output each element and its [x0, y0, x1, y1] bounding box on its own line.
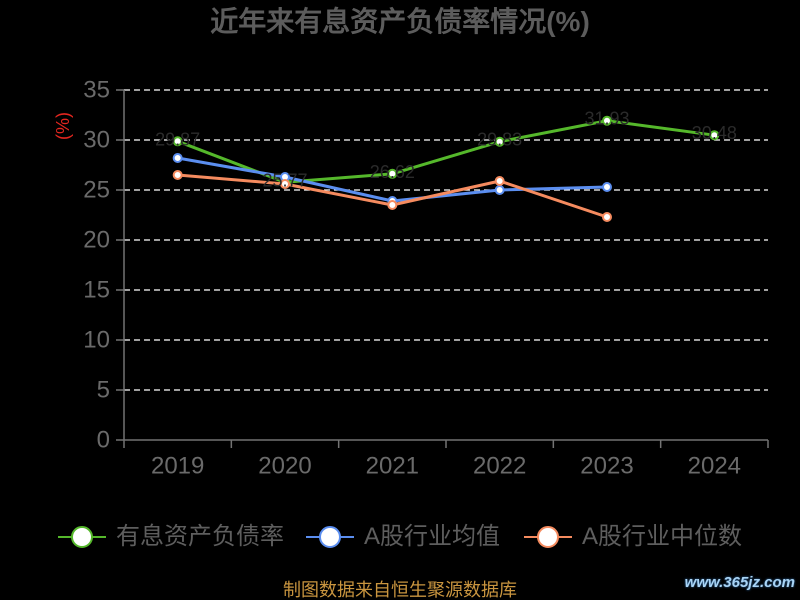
legend-circle-marker	[71, 526, 93, 548]
data-point-s1-2021	[387, 168, 398, 179]
legend-circle-marker	[319, 526, 341, 548]
legend-item-series-3[interactable]: A股行业中位数	[524, 524, 742, 550]
data-point-s3-2021	[387, 200, 398, 210]
legend-line-marker-icon	[58, 526, 106, 548]
legend-label: A股行业中位数	[582, 523, 743, 550]
y-tick-label-15: 15	[83, 277, 110, 304]
y-tick-label-35: 35	[83, 77, 110, 104]
data-point-s2-2022	[494, 185, 505, 195]
data-point-s1-2022	[494, 136, 505, 147]
data-point-s2-2019	[172, 153, 183, 163]
series-3	[172, 170, 612, 222]
y-tick-label-30: 30	[83, 127, 110, 154]
y-tick-label-10: 10	[83, 327, 110, 354]
data-label-s1-2022: 29.83	[477, 130, 522, 150]
data-point-s3-2020	[280, 179, 290, 189]
legend-line-marker-icon	[524, 526, 572, 548]
data-label-s1-2019: 29.87	[155, 129, 200, 149]
data-point-s3-2022	[494, 176, 505, 186]
data-label-s1-2021: 26.62	[370, 162, 415, 182]
data-label-s1-2020: 25.77	[262, 170, 307, 190]
x-tick-label-2023: 2023	[580, 453, 633, 480]
axes: 0 5 10 15 20 25 30 35 2019 2020 2021 2022 2023 2024	[83, 77, 769, 480]
data-point-s3-2023	[602, 212, 612, 222]
data-point-s1-2023	[602, 115, 612, 126]
series	[172, 115, 720, 222]
data-labels: 29.87 25.77 26.62 29.83 31.93 30.48	[155, 109, 737, 191]
y-tick-label-25: 25	[83, 177, 110, 204]
series-1	[172, 115, 720, 188]
data-source-footer: 制图数据来自恒生聚源数据库	[283, 580, 517, 600]
y-tick-label-5: 5	[97, 377, 110, 404]
legend-item-series-2[interactable]: A股行业均值	[306, 524, 500, 550]
y-tick-label-20: 20	[83, 227, 110, 254]
site-watermark: www.365jz.com	[684, 574, 795, 591]
legend-line-marker-icon	[306, 526, 354, 548]
chart-title: 近年来有息资产负债率情况(%)	[210, 6, 590, 37]
data-label-s1-2024: 30.48	[692, 123, 737, 143]
y-tick-label-0: 0	[97, 427, 110, 454]
x-tick-label-2022: 2022	[473, 453, 526, 480]
legend-label: A股行业均值	[364, 523, 501, 550]
data-point-s2-2023	[602, 182, 612, 192]
series-line-1	[176, 119, 716, 184]
gridlines	[124, 89, 768, 391]
data-point-s1-2024	[709, 130, 720, 141]
x-tick-label-2020: 2020	[258, 453, 311, 480]
legend-item-series-1[interactable]: 有息资产负债率	[58, 524, 284, 550]
x-tick-label-2021: 2021	[366, 453, 419, 480]
legend-label: 有息资产负债率	[116, 523, 284, 550]
data-point-s3-2019	[172, 170, 183, 180]
data-point-s1-2019	[172, 136, 183, 147]
x-tick-label-2019: 2019	[151, 453, 204, 480]
x-tick-label-2024: 2024	[688, 453, 741, 480]
legend-circle-marker	[537, 526, 559, 548]
y-axis-label: (%)	[53, 112, 73, 140]
data-label-s1-2023: 31.93	[584, 109, 629, 129]
